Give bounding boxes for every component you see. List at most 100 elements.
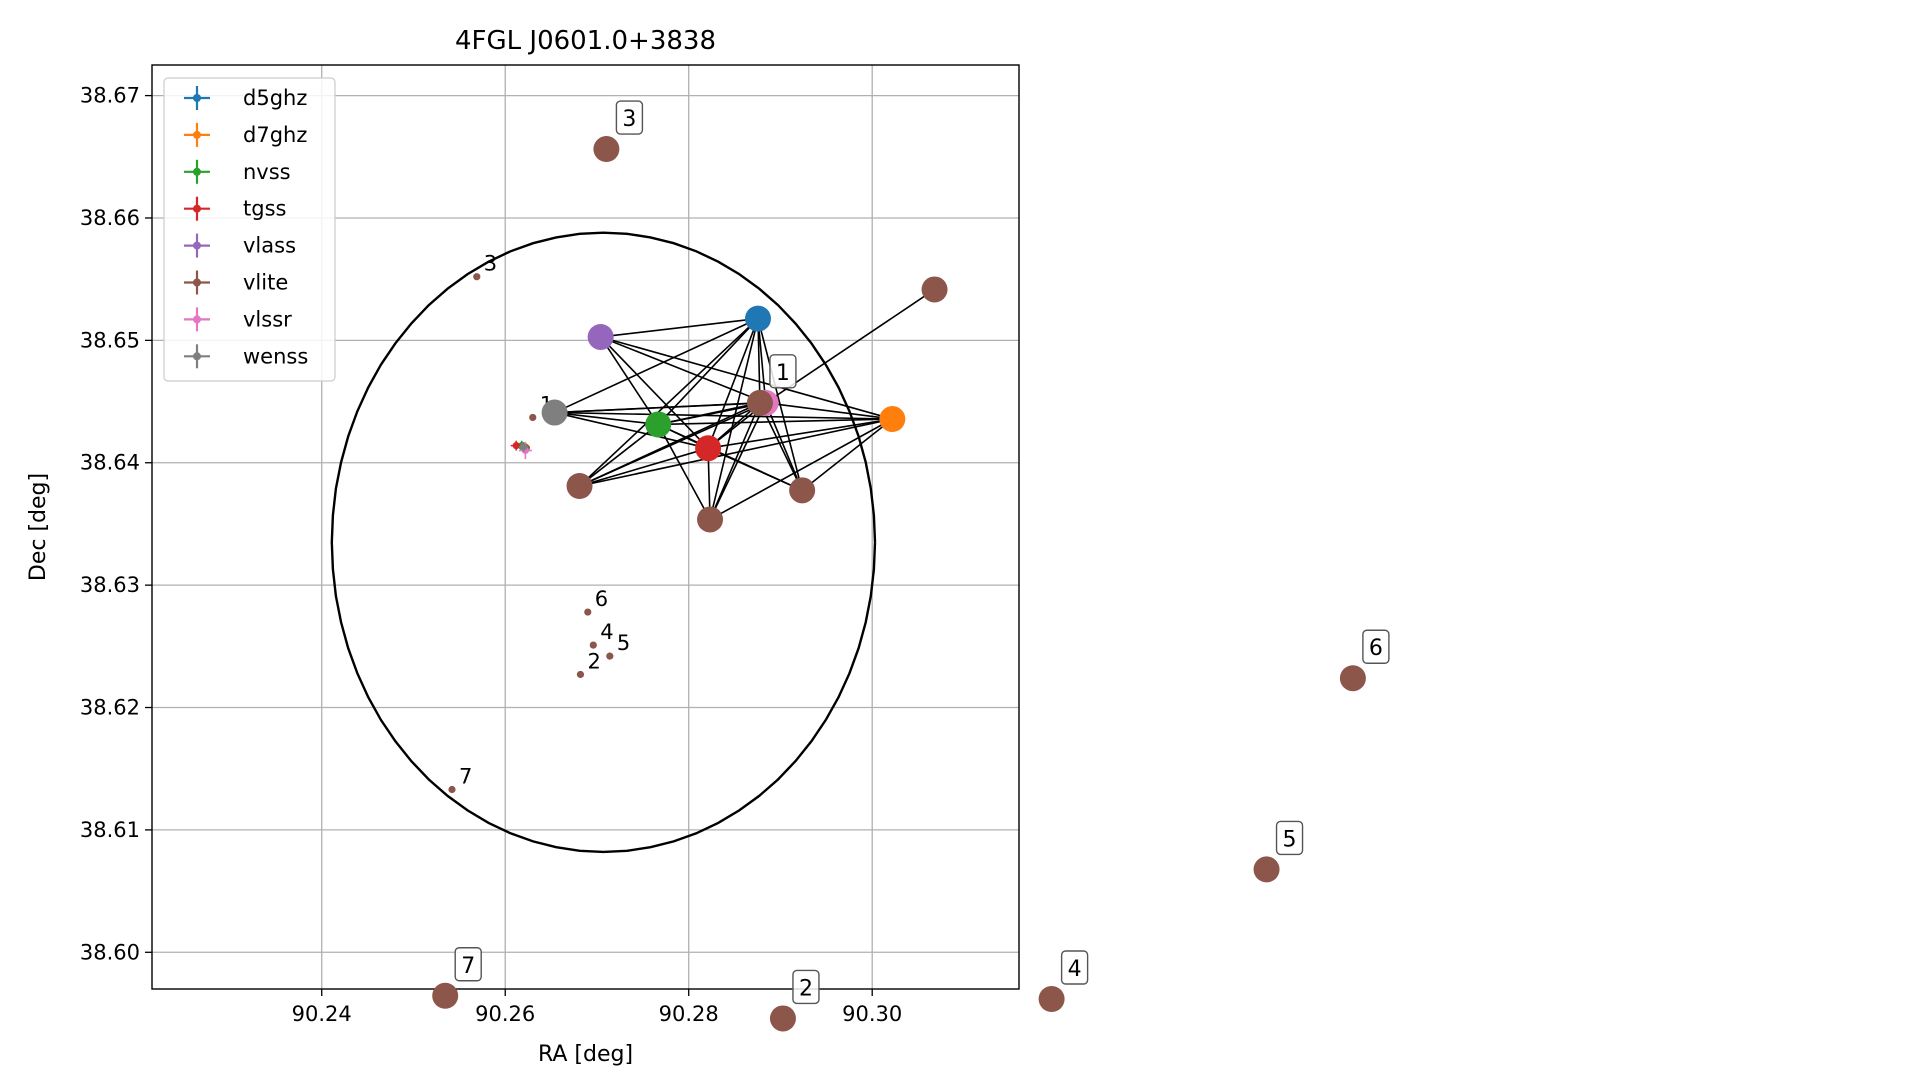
graph-edge [757,318,767,403]
graph-edge [600,317,759,338]
graph-node-d5ghz [745,305,772,332]
graph-edge [554,411,709,449]
graph-edge [579,402,761,487]
graph-node-vlite [1339,665,1366,692]
graph-node-vlite [1038,986,1065,1012]
y-tick-label: 38.65 [80,328,140,352]
legend-label: nvss [243,160,291,184]
y-tick-label: 38.62 [80,696,140,720]
graph-node-vlite [746,389,773,416]
legend-entry-vlite: vlite [184,270,288,295]
point-tgss [510,440,522,451]
legend-label: d7ghz [243,123,307,147]
point-number-label: 6 [595,587,608,611]
legend-box [163,77,336,382]
point-vlite [584,608,592,616]
point-vlite [576,670,585,679]
legend-entry-wenss: wenss [184,344,308,369]
graph-node-wenss [541,399,568,426]
graph-edge [709,418,893,521]
graph-edge [579,418,893,487]
graph-edge [554,317,759,414]
uncertainty-ellipse [330,231,877,854]
graph-node-label-text: 2 [799,976,813,1001]
grid-lines [152,65,1019,989]
axes-frame [151,64,1020,990]
graph-edge [600,336,766,404]
graph-node-vlite [769,1005,796,1032]
graph-node-label-text: 6 [1369,636,1383,661]
y-tick-label: 38.67 [80,84,140,108]
graph-edge [764,402,803,491]
point-number-label: 5 [617,631,630,655]
legend-label: vlite [243,271,288,295]
x-ticks: 90.24 90.26 90.28 90.30 [292,989,902,1026]
graph-node-vlass [587,323,614,350]
graph-edge [657,424,711,520]
ellipse-outline [330,231,877,854]
point-number-label: 2 [587,649,600,673]
point-wenss [518,441,529,452]
legend-entry-d7ghz: d7ghz [184,123,307,147]
point-vlite [473,273,481,281]
graph-edge [658,418,893,426]
legend-label: vlssr [243,307,292,331]
graph-edge [765,402,893,420]
graph-node-label: 2 [792,969,820,1005]
point-vlite [448,785,456,794]
x-tick-label: 90.24 [292,1002,352,1026]
point-vlite [606,652,614,660]
graph-node-label-text: 3 [622,107,636,132]
graph-node-vlite [921,276,948,303]
legend-entry-vlass: vlass [184,233,296,258]
graph-node-label-text: 1 [776,361,790,386]
graph-edge [658,402,761,426]
point-vlite [529,413,537,422]
y-tick-label: 38.66 [80,206,140,230]
point-number-label: 3 [484,252,497,276]
point-vlite [589,641,597,649]
x-tick-label: 90.26 [475,1002,535,1026]
graph-node-label-text: 7 [461,954,475,979]
x-tick-label: 90.28 [659,1002,719,1026]
legend-label: wenss [243,344,308,368]
y-tick-label: 38.60 [80,940,140,964]
legend-entry-d5ghz: d5ghz [184,86,307,110]
graph-node-vlite [789,477,816,504]
graph-node-d7ghz [879,406,906,433]
legend-entry-nvss: nvss [184,159,291,184]
graph-edge [579,423,659,487]
graph-node-vlite [432,982,459,1009]
x-tick-label: 90.30 [842,1002,902,1026]
graph-edge [554,411,659,426]
graph-node-label: 6 [1362,629,1390,664]
graph-edge [579,447,709,487]
graph-edge [600,336,709,449]
legend-label: vlass [243,234,296,258]
graph-node-vlite [697,506,724,533]
graph-node-label-text: 4 [1068,957,1082,982]
y-tick-label: 38.63 [80,573,140,597]
graph-node-label-text: 5 [1283,827,1297,852]
data-points [448,273,614,794]
graph-nodes [432,136,1366,1032]
graph-node-label: 1 [769,354,797,389]
graph-edge [709,402,761,520]
x-axis-label: RA [deg] [538,1042,633,1067]
graph-node-vlite [593,136,620,163]
point-number-label: 7 [459,765,472,789]
graph-edge [707,418,893,449]
graph-edge [709,402,767,520]
graph-edge [707,318,759,449]
graph-node-label: 7 [454,947,482,982]
legend-entry-tgss: tgss [184,196,286,221]
legend: d5ghz d7ghz nvss tgss vlass vlite vlssr wenss [163,77,336,382]
graph-edge [801,418,893,491]
graph-node-label: 4 [1060,950,1089,985]
y-tick-label: 38.64 [80,451,140,475]
graph-edge [599,336,659,425]
y-axis-label: Dec [deg] [26,473,51,581]
